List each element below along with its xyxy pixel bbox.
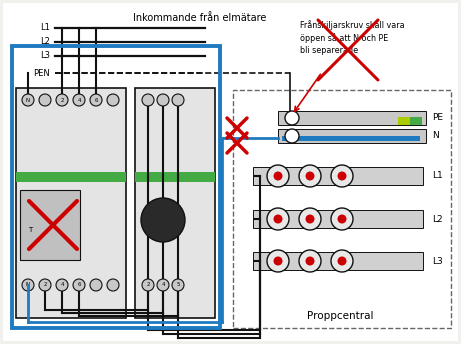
Circle shape bbox=[157, 279, 169, 291]
Bar bbox=[398, 117, 413, 125]
Text: Frånskiljarskruv skall vara
öppen så att N och PE
bli separerade: Frånskiljarskruv skall vara öppen så att… bbox=[300, 20, 405, 55]
Bar bbox=[12, 46, 220, 328]
Circle shape bbox=[285, 129, 299, 143]
Circle shape bbox=[337, 257, 347, 266]
Text: N: N bbox=[26, 97, 30, 103]
Text: 6: 6 bbox=[77, 282, 81, 288]
Bar bbox=[16, 88, 126, 318]
Circle shape bbox=[299, 165, 321, 187]
Text: 4: 4 bbox=[161, 282, 165, 288]
Circle shape bbox=[172, 279, 184, 291]
Text: PEN: PEN bbox=[33, 68, 50, 77]
Bar bbox=[278, 111, 426, 125]
Text: L2: L2 bbox=[432, 215, 443, 224]
Circle shape bbox=[39, 94, 51, 106]
Text: 2: 2 bbox=[43, 282, 47, 288]
Circle shape bbox=[306, 215, 314, 224]
Text: 2: 2 bbox=[146, 282, 150, 288]
Text: L1: L1 bbox=[432, 172, 443, 181]
Circle shape bbox=[142, 94, 154, 106]
Circle shape bbox=[331, 250, 353, 272]
Bar bbox=[253, 252, 423, 270]
Text: 5: 5 bbox=[176, 282, 180, 288]
Circle shape bbox=[142, 279, 154, 291]
Circle shape bbox=[267, 208, 289, 230]
Bar bbox=[135, 88, 215, 318]
Text: L2: L2 bbox=[40, 37, 50, 46]
Circle shape bbox=[285, 111, 299, 125]
Bar bbox=[16, 172, 126, 182]
Circle shape bbox=[107, 279, 119, 291]
Bar bbox=[282, 136, 420, 141]
Text: L1: L1 bbox=[40, 23, 50, 32]
Text: 2: 2 bbox=[60, 97, 64, 103]
Text: L3: L3 bbox=[432, 257, 443, 266]
Text: 4: 4 bbox=[77, 97, 81, 103]
Circle shape bbox=[73, 94, 85, 106]
Circle shape bbox=[267, 250, 289, 272]
Circle shape bbox=[157, 94, 169, 106]
Text: N: N bbox=[26, 282, 30, 288]
Circle shape bbox=[337, 215, 347, 224]
Circle shape bbox=[107, 94, 119, 106]
Circle shape bbox=[337, 172, 347, 181]
Circle shape bbox=[22, 279, 34, 291]
Bar bbox=[135, 172, 215, 182]
Circle shape bbox=[299, 250, 321, 272]
Bar bbox=[253, 167, 423, 185]
Text: 6: 6 bbox=[94, 97, 98, 103]
Text: T: T bbox=[28, 227, 32, 233]
Circle shape bbox=[273, 215, 283, 224]
Circle shape bbox=[90, 94, 102, 106]
Circle shape bbox=[56, 279, 68, 291]
Bar bbox=[253, 210, 423, 228]
Circle shape bbox=[22, 94, 34, 106]
Circle shape bbox=[90, 279, 102, 291]
Text: Inkommande från elmätare: Inkommande från elmätare bbox=[133, 13, 266, 23]
Circle shape bbox=[299, 208, 321, 230]
Circle shape bbox=[331, 208, 353, 230]
Circle shape bbox=[306, 257, 314, 266]
Bar bbox=[278, 129, 426, 143]
Text: Proppcentral: Proppcentral bbox=[307, 311, 373, 321]
Circle shape bbox=[172, 94, 184, 106]
Circle shape bbox=[56, 94, 68, 106]
Circle shape bbox=[331, 165, 353, 187]
Circle shape bbox=[273, 257, 283, 266]
Text: PE: PE bbox=[432, 114, 443, 122]
Circle shape bbox=[306, 172, 314, 181]
Bar bbox=[233, 90, 451, 328]
Circle shape bbox=[39, 279, 51, 291]
Circle shape bbox=[141, 198, 185, 242]
Text: 4: 4 bbox=[60, 282, 64, 288]
Text: N: N bbox=[432, 131, 439, 140]
Bar bbox=[410, 117, 422, 125]
Text: L3: L3 bbox=[40, 52, 50, 61]
Circle shape bbox=[273, 172, 283, 181]
Circle shape bbox=[267, 165, 289, 187]
Bar bbox=[20, 190, 80, 260]
Circle shape bbox=[73, 279, 85, 291]
